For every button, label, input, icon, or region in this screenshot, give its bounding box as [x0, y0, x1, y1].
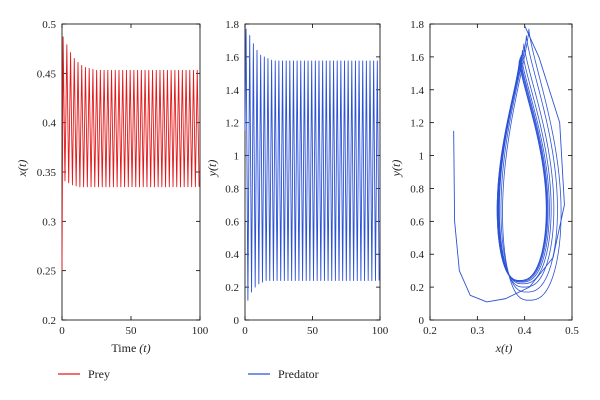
phase-x-tick-label: 0.5 [565, 325, 579, 337]
pred-y-tick-label: 1.2 [225, 118, 239, 130]
prey-y-tick-label: 0.3 [42, 216, 56, 228]
prey-series-line [61, 36, 200, 271]
predator-axes: 0 50 100 0 0.2 0.4 0.6 0.8 1 1.2 1.4 1.6 1.8 [225, 19, 389, 337]
phase-y-tick-label: 0.8 [410, 183, 424, 195]
predator-plot-area [244, 28, 380, 301]
phase-x-axis-label: x(t) [495, 341, 513, 355]
prey-y-tick-label: 0.5 [42, 19, 56, 31]
pred-series-line [244, 28, 380, 301]
pred-y-tick-label: 0.6 [225, 216, 239, 228]
pred-y-tick-label: 0.4 [225, 249, 239, 261]
legend-item-prey: Prey [58, 367, 110, 381]
prey-y-tick-label: 0.45 [37, 68, 57, 80]
phase-y-tick-label: 1 [419, 151, 425, 163]
prey-axes: 0 50 100 0.2 0.25 0.3 0.35 0.4 0.45 0.5 [37, 19, 209, 337]
legend-label-prey: Prey [88, 367, 110, 381]
phase-cycle-loop [498, 49, 552, 285]
phase-cycle-loop [497, 54, 550, 283]
phase-transient-curve [453, 25, 565, 303]
prey-y-tick-label: 0.4 [42, 118, 56, 130]
prey-y-tick-label: 0.35 [37, 167, 57, 179]
pred-y-tick-label: 1.8 [225, 19, 239, 31]
pred-y-tick-label: 0.8 [225, 183, 239, 195]
phase-y-tick-label: 0 [419, 315, 425, 327]
phase-y-tick-label: 1.2 [410, 118, 424, 130]
phase-x-tick-label: 0.3 [470, 325, 484, 337]
legend-label-predator: Predator [278, 367, 319, 381]
prey-y-axis-label: x(t) [15, 160, 29, 178]
pred-x-tick-label: 50 [307, 325, 319, 337]
prey-plot-frame [61, 23, 201, 321]
prey-x-axis-label-variable: (t) [139, 341, 150, 355]
phase-y-tick-label: 1.6 [410, 52, 424, 64]
phase-cycle-loop [499, 43, 555, 288]
phase-y-axis-label: y(t) [389, 160, 403, 178]
phase-axes: 0.2 0.3 0.4 0.500.20.40.60.811.21.41.61.8 [410, 19, 579, 337]
phase-y-tick-label: 1.4 [410, 85, 424, 97]
phase-plot-frame [429, 23, 573, 321]
phase-y-tick-label: 0.4 [410, 249, 424, 261]
legend-item-predator: Predator [248, 367, 319, 381]
predator-y-axis-label: y(t) [205, 160, 219, 178]
prey-x-tick-label: 0 [59, 325, 65, 337]
legend: Prey Predator [58, 367, 319, 381]
pred-x-tick-label: 0 [242, 325, 248, 337]
phase-cycle-loop [497, 56, 549, 282]
pred-y-tick-label: 0 [234, 315, 240, 327]
phase-cycle-loop [502, 28, 562, 301]
phase-portrait-panel: 0.2 0.3 0.4 0.500.20.40.60.811.21.41.61.8 y… [389, 19, 579, 355]
phase-x-tick-label: 0.2 [423, 325, 437, 337]
predator-time-series-panel: 0 50 100 0 0.2 0.4 0.6 0.8 1 1.2 1.4 1.6 1.8 y(t) [205, 19, 389, 337]
prey-y-tick-label: 0.25 [37, 266, 57, 278]
prey-x-tick-label: 50 [126, 325, 138, 337]
prey-x-tick-label: 100 [192, 325, 209, 337]
phase-y-tick-label: 1.8 [410, 19, 424, 31]
pred-y-tick-label: 1.6 [225, 52, 239, 64]
prey-x-axis-label-text: Time [111, 341, 136, 355]
phase-y-tick-label: 0.6 [410, 216, 424, 228]
phase-cycle-loop [500, 35, 558, 293]
pred-x-tick-label: 100 [372, 325, 389, 337]
pred-y-tick-label: 0.2 [225, 282, 239, 294]
phase-x-tick-label: 0.4 [518, 325, 532, 337]
prey-x-axis-label: Time (t) [111, 341, 150, 355]
pred-y-tick-label: 1 [234, 151, 240, 163]
prey-time-series-panel: 0 50 100 0.2 0.25 0.3 0.35 0.4 0.45 0.5 x(t) Time… [15, 19, 209, 355]
phase-plot-area [453, 25, 565, 303]
phase-y-tick-label: 0.2 [410, 282, 424, 294]
pred-y-tick-label: 1.4 [225, 85, 239, 97]
prey-y-tick-label: 0.2 [42, 315, 56, 327]
prey-plot-area [61, 36, 200, 271]
phase-cycle-loop [496, 60, 547, 281]
